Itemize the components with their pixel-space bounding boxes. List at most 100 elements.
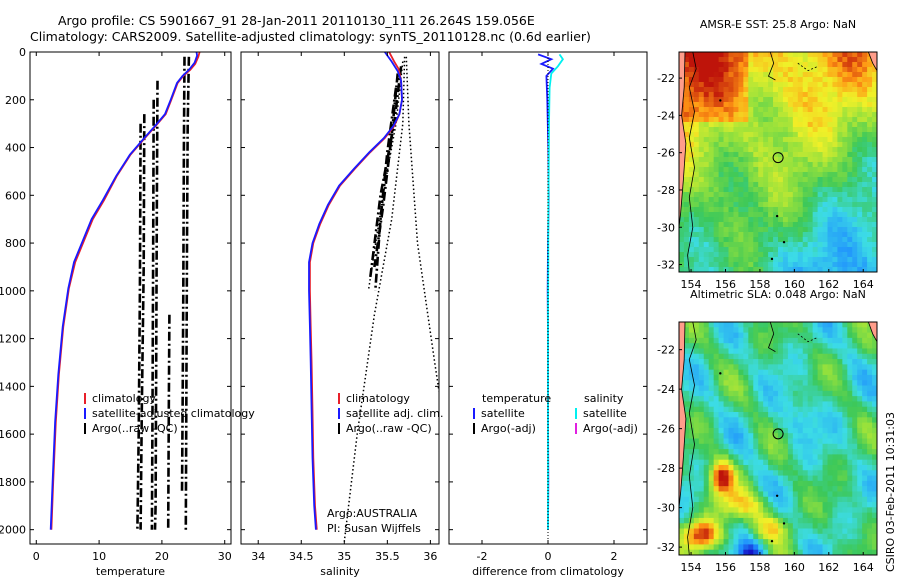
- sla-map-cell: [683, 512, 690, 519]
- sst-map-cell: [822, 157, 828, 163]
- sla-map-cell: [713, 459, 719, 466]
- sla-map-cell: [827, 507, 833, 514]
- sla-map-cell: [738, 396, 744, 402]
- sst-map-cell: [688, 152, 695, 158]
- sst-map-cell: [852, 152, 858, 158]
- sla-map-cell: [782, 385, 789, 392]
- salinity-x-tick-label: 34: [251, 550, 265, 563]
- sla-map-cell: [753, 512, 759, 519]
- sst-map-cell: [797, 212, 804, 218]
- sst-map-cell: [862, 182, 868, 188]
- sst-map-cell: [797, 72, 804, 78]
- sla-map-cell: [817, 475, 823, 482]
- sla-map-cell: [733, 427, 739, 434]
- sst-map-cell: [782, 197, 789, 203]
- sla-map-cell: [782, 322, 789, 328]
- sst-map-cell: [872, 257, 878, 263]
- sst-map-cell: [847, 87, 853, 93]
- sla-map-cell: [812, 396, 818, 402]
- sla-map-cell: [683, 517, 690, 524]
- sla-map-cell: [817, 517, 823, 524]
- sla-map-cell: [768, 417, 774, 424]
- sst-map-cell: [812, 112, 818, 118]
- sla-map-cell: [708, 364, 715, 371]
- sla-map-cell: [872, 480, 878, 487]
- sla-map-cell: [832, 433, 838, 439]
- sla-map-title: Altimetric SLA: 0.048 Argo: NaN: [690, 288, 866, 301]
- sla-map-cell: [822, 337, 828, 344]
- sst-map-cell: [758, 117, 764, 123]
- sst-map-cell: [738, 152, 744, 158]
- sst-map-cell: [857, 252, 863, 258]
- sst-map-cell: [797, 97, 804, 103]
- sst-map-cell: [723, 112, 729, 118]
- sst-map-cell: [787, 117, 794, 123]
- sla-map-cell: [758, 353, 764, 360]
- sst-map-cell: [688, 102, 695, 108]
- sst-map-cell: [763, 117, 769, 123]
- sla-map-cell: [688, 364, 695, 371]
- sla-map-cell: [782, 433, 789, 439]
- sla-map-cell: [872, 337, 878, 344]
- sst-map-cell: [679, 232, 685, 238]
- sst-map-cell: [683, 212, 690, 218]
- sst-map-cell: [713, 127, 719, 133]
- sla-map-cell: [738, 544, 744, 551]
- depth-tick-label: 1000: [0, 285, 26, 298]
- sst-map-cell: [782, 147, 789, 153]
- sla-map-cell: [758, 459, 764, 466]
- sla-map-cell: [792, 533, 799, 540]
- sst-map-cell: [792, 162, 799, 168]
- sst-map-cell: [733, 167, 739, 173]
- sst-map-cell: [748, 162, 754, 168]
- sst-map-cell: [693, 57, 700, 63]
- sla-map-cell: [748, 369, 754, 376]
- sla-map-cell: [698, 480, 705, 487]
- sst-map-cell: [802, 267, 809, 273]
- sst-map-cell: [733, 72, 739, 78]
- sla-map-cell: [773, 544, 779, 551]
- sla-map-cell: [758, 433, 764, 439]
- sst-map-cell: [852, 162, 858, 168]
- sst-map-cell: [703, 262, 710, 268]
- sla-map-cell: [807, 337, 814, 344]
- sla-map-cell: [822, 332, 828, 339]
- sst-map-cell: [698, 192, 705, 198]
- sst-map-cell: [743, 257, 749, 263]
- sst-map-cell: [847, 92, 853, 98]
- sst-map-cell: [812, 217, 818, 223]
- sst-map-cell: [802, 82, 809, 88]
- sla-map-cell: [768, 369, 774, 376]
- sla-map-cell: [679, 507, 685, 514]
- sst-map-cell: [723, 127, 729, 133]
- sst-map-cell: [782, 107, 789, 113]
- sla-map-cell: [867, 459, 873, 466]
- sla-map-cell: [743, 348, 749, 355]
- sst-map-cell: [807, 242, 814, 248]
- sla-map-cell: [718, 512, 724, 519]
- sla-map-cell: [703, 512, 710, 519]
- sla-map-cell: [773, 470, 779, 476]
- sst-map-cell: [758, 102, 764, 108]
- sst-map-cell: [723, 162, 729, 168]
- sla-map-cell: [872, 417, 878, 424]
- sst-map-cell: [867, 62, 873, 68]
- sla-map-cell: [753, 433, 759, 439]
- difference-legend-temp-argo: Argo(-adj): [481, 422, 536, 435]
- sla-map-cell: [782, 454, 789, 461]
- sla-map-cell: [703, 412, 710, 418]
- sla-map-cell: [822, 475, 828, 482]
- sst-map-cell: [733, 122, 739, 128]
- sst-map-cell: [802, 87, 809, 93]
- sla-map-cell: [802, 337, 809, 344]
- sst-map-cell: [753, 182, 759, 188]
- sst-map-cell: [822, 77, 828, 83]
- sst-map-cell: [768, 202, 774, 208]
- sla-map-cell: [768, 464, 774, 471]
- sla-map-cell: [768, 454, 774, 461]
- sla-map-cell: [679, 502, 685, 508]
- sla-map-cell: [778, 507, 784, 514]
- sla-map-cell: [698, 364, 705, 371]
- sla-map-cell: [782, 396, 789, 402]
- sla-map-cell: [703, 380, 710, 386]
